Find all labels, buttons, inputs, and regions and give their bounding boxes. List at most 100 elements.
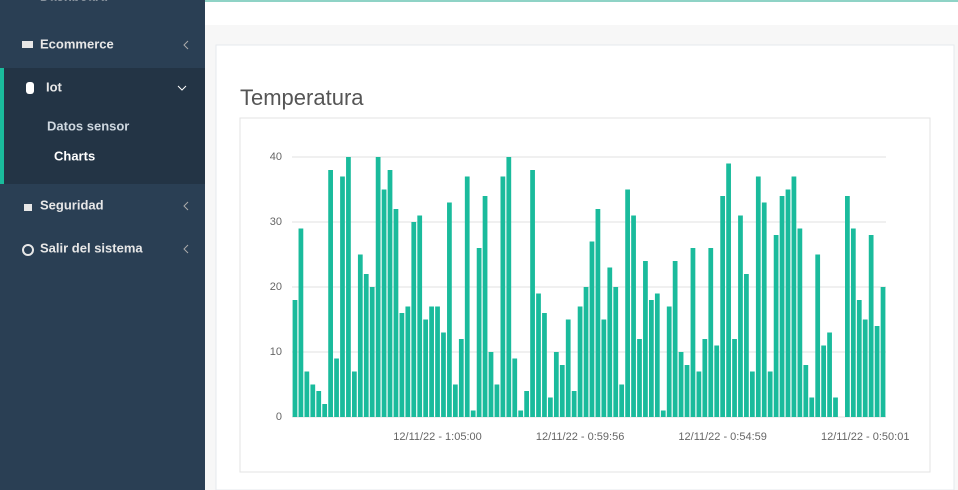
menu-item[interactable]: Salir del sistema [40, 240, 143, 255]
bar [506, 157, 512, 417]
bar [827, 332, 832, 417]
bar [726, 163, 731, 417]
bar [625, 189, 630, 417]
bar [797, 228, 803, 417]
bar [536, 293, 541, 417]
bar [744, 274, 749, 417]
y-tick-label: 40 [270, 151, 282, 163]
bar [304, 371, 310, 417]
bar [393, 209, 399, 417]
y-tick-label: 10 [270, 346, 282, 358]
bar [714, 345, 720, 417]
bar [833, 397, 838, 417]
bar [660, 410, 666, 417]
bar [595, 209, 601, 417]
bar [488, 352, 494, 417]
bar [363, 274, 369, 417]
chevron [177, 85, 187, 91]
bar [542, 313, 547, 417]
y-tick-label: 20 [270, 281, 282, 293]
bar [672, 261, 678, 417]
bar [512, 358, 518, 417]
bar [447, 202, 452, 417]
bar [411, 222, 417, 417]
bar [684, 365, 690, 417]
bar [429, 306, 434, 417]
bar [310, 384, 316, 417]
bar [809, 397, 815, 417]
bar [494, 384, 500, 417]
bar [565, 319, 571, 417]
bar [518, 410, 524, 417]
bar [732, 339, 737, 417]
bar [767, 371, 773, 417]
bar [423, 319, 429, 417]
top-bar [205, 0, 958, 25]
bar [619, 384, 625, 417]
bar [500, 176, 506, 417]
bar [815, 254, 821, 417]
bar [328, 170, 333, 417]
bar [470, 410, 476, 417]
bar [696, 371, 702, 417]
bar [845, 196, 850, 417]
menu-item[interactable]: Seguridad [40, 197, 104, 212]
y-tick-label: 30 [270, 216, 282, 228]
bar [399, 313, 405, 417]
x-tick-label: 12/11/22 - 0:59:56 [536, 431, 624, 443]
active-menu-bg [0, 68, 205, 184]
bar [292, 300, 298, 417]
icon [22, 244, 34, 256]
bar [530, 170, 535, 417]
bar [476, 248, 482, 417]
chevron [183, 201, 189, 211]
submenu-item[interactable]: Datos sensor [47, 118, 129, 133]
menu-item[interactable]: Ecommerce [40, 36, 114, 51]
bar [589, 241, 595, 417]
x-tick-label: 12/11/22 - 1:05:00 [393, 431, 481, 443]
bar [643, 261, 648, 417]
bar [874, 326, 880, 417]
bar [387, 170, 393, 417]
bar [334, 358, 339, 417]
bar [785, 189, 791, 417]
bar [351, 371, 357, 417]
x-tick-label: 12/11/22 - 0:54:59 [678, 431, 766, 443]
bar [613, 287, 619, 417]
bar [821, 345, 827, 417]
bar [880, 287, 886, 417]
bar [482, 196, 488, 417]
bar [346, 157, 351, 417]
bar [738, 215, 743, 417]
bar [464, 176, 470, 417]
bar [862, 319, 868, 417]
bar [720, 196, 726, 417]
chevron [183, 40, 189, 50]
chart-title: Temperatura [240, 85, 364, 110]
bar [648, 300, 654, 417]
bar [375, 157, 381, 417]
bar [458, 339, 464, 417]
submenu-item[interactable]: Charts [54, 148, 95, 163]
bar [435, 306, 440, 417]
bar [850, 228, 856, 417]
bar [583, 287, 589, 417]
active-marker [0, 68, 4, 184]
bar [340, 176, 345, 417]
bar [690, 248, 696, 417]
bar [381, 189, 387, 417]
bar [417, 215, 423, 417]
bar [322, 404, 328, 417]
bar [749, 371, 755, 417]
bar [755, 176, 761, 417]
bar [702, 339, 708, 417]
menu-item[interactable]: Dashboard [40, 0, 108, 3]
bar [637, 339, 642, 417]
bar [452, 384, 458, 417]
bar [779, 196, 785, 417]
menu-item[interactable]: Iot [46, 79, 63, 94]
bar [708, 248, 714, 417]
bar [559, 365, 565, 417]
bar [298, 228, 304, 417]
bar [868, 235, 874, 417]
